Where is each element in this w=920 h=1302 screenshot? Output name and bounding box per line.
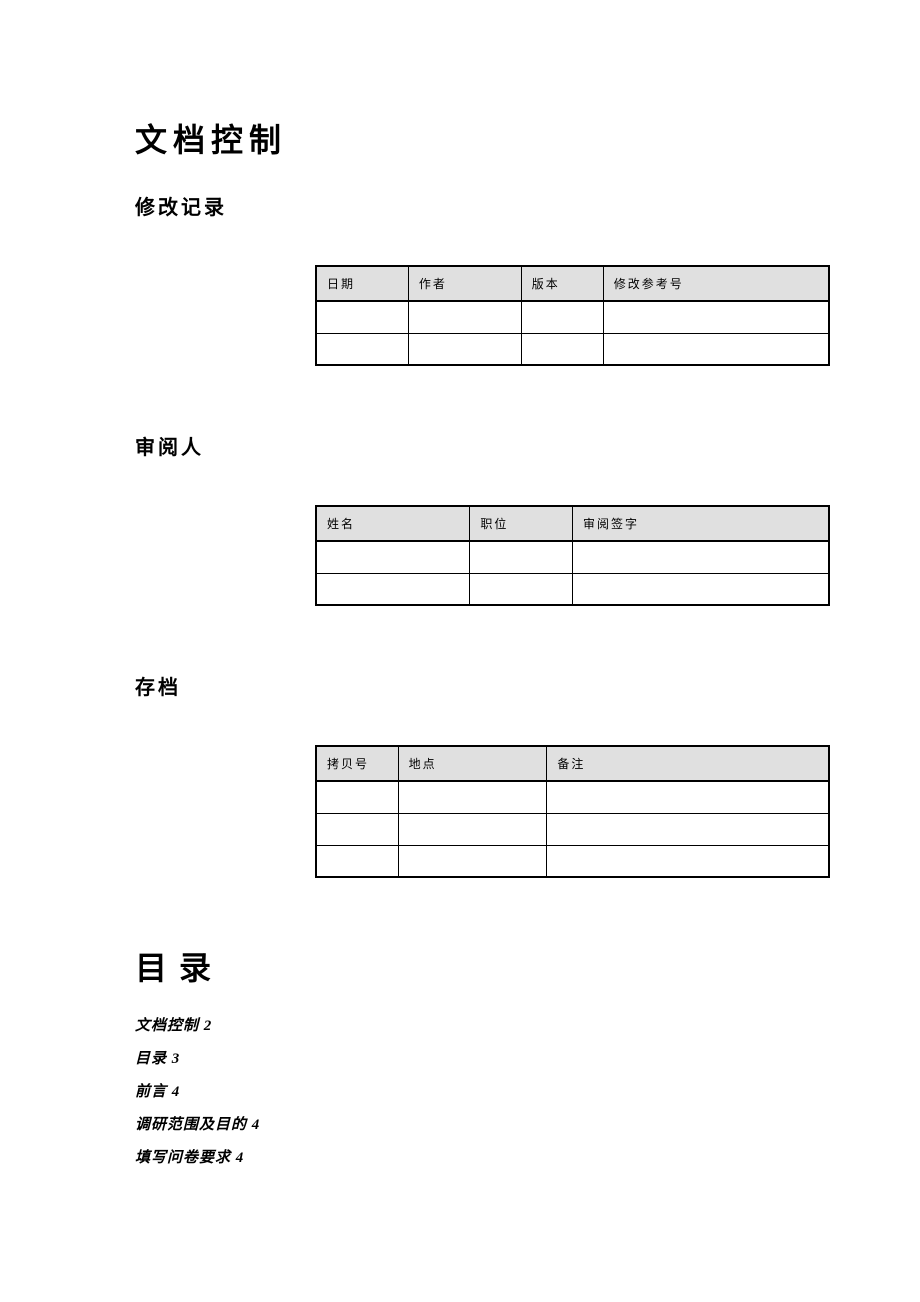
revision-table: 日期 作者 版本 修改参考号 [315, 265, 830, 366]
toc-item: 文档控制 2 [135, 1014, 785, 1035]
table-cell [316, 813, 398, 845]
table-cell [398, 845, 547, 877]
page-title: 文档控制 [135, 115, 785, 161]
col-location: 地点 [398, 746, 547, 781]
archive-section: 存档 拷贝号 地点 备注 [135, 671, 785, 878]
col-signature: 审阅签字 [572, 506, 829, 541]
toc-list: 文档控制 2 目录 3 前言 4 调研范围及目的 4 填写问卷要求 4 [135, 1014, 785, 1167]
table-cell [547, 845, 829, 877]
table-cell [408, 301, 521, 333]
reviewer-table: 姓名 职位 审阅签字 [315, 505, 830, 606]
col-date: 日期 [316, 266, 408, 301]
toc-item: 前言 4 [135, 1080, 785, 1101]
table-row [316, 845, 829, 877]
table-cell [398, 813, 547, 845]
table-row [316, 301, 829, 333]
col-position: 职位 [470, 506, 573, 541]
table-cell [316, 845, 398, 877]
toc-heading: 目录 [135, 943, 785, 989]
table-cell [521, 301, 603, 333]
table-header-row: 姓名 职位 审阅签字 [316, 506, 829, 541]
table-row [316, 573, 829, 605]
table-cell [316, 573, 470, 605]
reviewer-section: 审阅人 姓名 职位 审阅签字 [135, 431, 785, 606]
table-cell [408, 333, 521, 365]
table-cell [547, 781, 829, 813]
col-version: 版本 [521, 266, 603, 301]
table-cell [470, 573, 573, 605]
revision-heading: 修改记录 [135, 191, 785, 220]
table-cell [316, 301, 408, 333]
table-cell [398, 781, 547, 813]
table-cell [547, 813, 829, 845]
col-name: 姓名 [316, 506, 470, 541]
archive-heading: 存档 [135, 671, 785, 700]
toc-item: 填写问卷要求 4 [135, 1146, 785, 1167]
table-cell [572, 541, 829, 573]
table-cell [603, 301, 829, 333]
toc-item: 目录 3 [135, 1047, 785, 1068]
table-header-row: 日期 作者 版本 修改参考号 [316, 266, 829, 301]
table-row [316, 333, 829, 365]
col-author: 作者 [408, 266, 521, 301]
table-row [316, 781, 829, 813]
reviewer-heading: 审阅人 [135, 431, 785, 460]
table-row [316, 541, 829, 573]
toc-item: 调研范围及目的 4 [135, 1113, 785, 1134]
table-cell [572, 573, 829, 605]
col-ref: 修改参考号 [603, 266, 829, 301]
table-cell [316, 781, 398, 813]
table-cell [316, 333, 408, 365]
col-copyno: 拷贝号 [316, 746, 398, 781]
table-cell [470, 541, 573, 573]
archive-table: 拷贝号 地点 备注 [315, 745, 830, 878]
table-header-row: 拷贝号 地点 备注 [316, 746, 829, 781]
revision-section: 修改记录 日期 作者 版本 修改参考号 [135, 191, 785, 366]
table-cell [603, 333, 829, 365]
table-cell [316, 541, 470, 573]
table-row [316, 813, 829, 845]
col-remark: 备注 [547, 746, 829, 781]
table-cell [521, 333, 603, 365]
